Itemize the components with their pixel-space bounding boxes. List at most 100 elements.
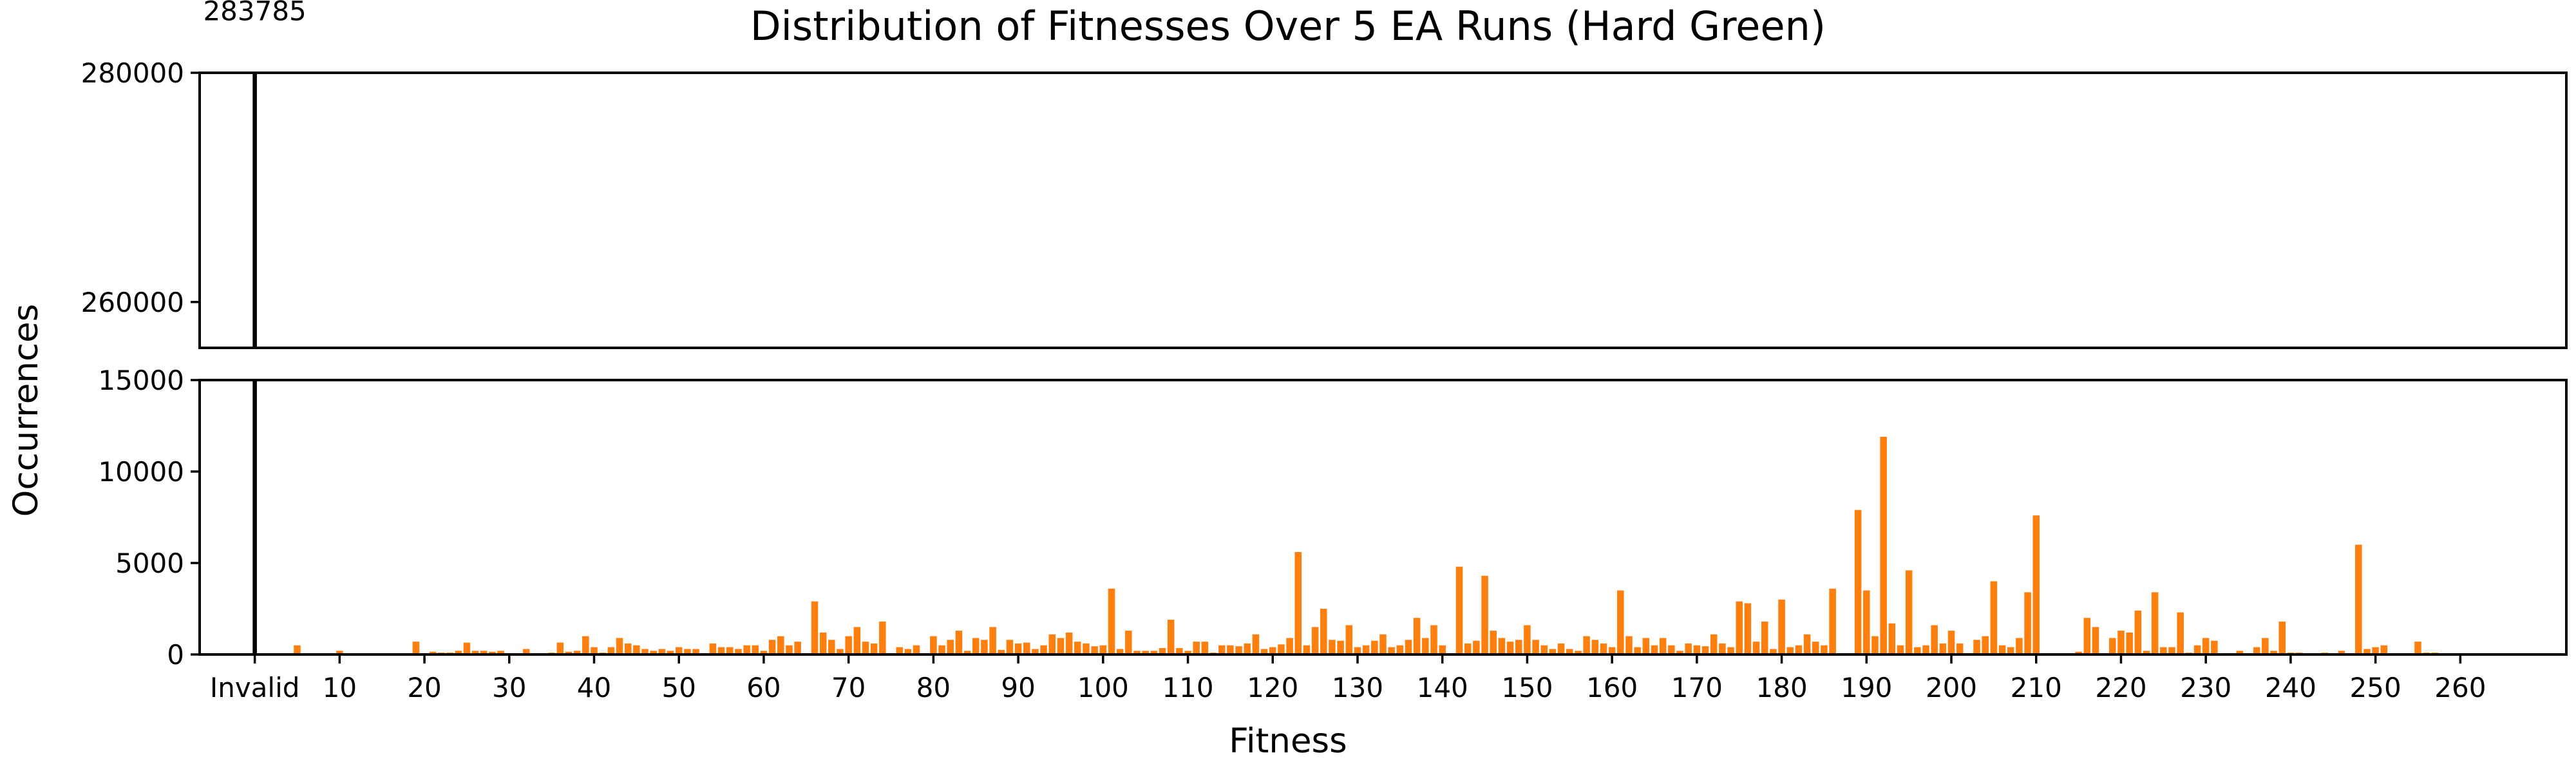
bar-fitness-137 [1413,618,1421,654]
upper-bars [252,73,257,348]
bar-fitness-126 [1320,609,1327,654]
bar-fitness-36 [556,642,564,654]
bar-fitness-135 [1396,645,1404,654]
bar-fitness-173 [1719,643,1726,654]
bar-fitness-184 [1812,642,1819,654]
bar-fitness-177 [1752,642,1760,654]
bar-fitness-97 [1074,642,1081,654]
bar-fitness-5 [294,645,301,654]
bar-fitness-131 [1362,645,1370,654]
bar-fitness-87 [989,627,996,654]
bar-fitness-38 [573,651,581,654]
bar-fitness-204 [1982,636,1989,654]
bar-fitness-63 [786,645,793,654]
xtick-label-20: 20 [407,672,441,703]
xtick-label-150: 150 [1501,672,1553,703]
bar-fitness-200 [1947,631,1955,654]
bar-fitness-47 [650,651,657,654]
bar-fitness-208 [2016,638,2023,654]
xtick-label-260: 260 [2434,672,2486,703]
bar-fitness-199 [1939,643,1947,654]
bar-fitness-76 [896,647,903,654]
bar-fitness-27 [480,651,488,654]
bar-fitness-37 [565,651,573,654]
bar-fitness-133 [1379,634,1387,654]
bar-fitness-60 [760,651,768,654]
bar-fitness-150 [1524,625,1531,654]
xtick-label-140: 140 [1417,672,1468,703]
bar-fitness-194 [1897,645,1904,654]
bar-fitness-129 [1345,625,1353,654]
bar-fitness-192 [1880,437,1887,654]
xtick-label-40: 40 [577,672,611,703]
bar-fitness-145 [1481,575,1488,654]
bar-fitness-102 [1116,649,1124,654]
bar-fitness-114 [1218,645,1226,654]
bar-fitness-91 [1023,642,1030,654]
bar-fitness-195 [1905,570,1913,654]
bar-fitness-148 [1506,642,1514,654]
bar-fitness-217 [2092,627,2099,654]
bar-fitness-44 [624,643,632,654]
bar-fitness-61 [768,640,776,654]
bar-fitness-46 [641,649,649,654]
bar-fitness-167 [1668,645,1675,654]
upper-panel: 283785 260000 280000 [81,0,2568,349]
bar-fitness-106 [1150,651,1158,654]
bar-fitness-139 [1430,625,1437,654]
bar-fitness-29 [497,651,504,654]
bar-fitness-72 [862,642,869,654]
bar-fitness-183 [1803,634,1811,654]
xtick-label-30: 30 [492,672,526,703]
bar-fitness-120 [1269,647,1276,654]
bar-fitness-201 [1956,643,1964,654]
xtick-label-190: 190 [1841,672,1892,703]
bar-fitness-234 [2236,651,2244,654]
xtick-label-60: 60 [746,672,781,703]
bar-fitness-118 [1252,634,1260,654]
bar-fitness-111 [1193,642,1200,654]
bar-fitness-178 [1761,621,1768,654]
bar-fitness-70 [845,636,852,654]
bar-fitness-239 [2278,621,2286,654]
bar-fitness-146 [1490,631,1497,654]
xtick-label-70: 70 [831,672,866,703]
bar-fitness-206 [1998,645,2006,654]
xtick-label-160: 160 [1586,672,1638,703]
lower-panel: 0 5000 10000 15000 [98,365,2568,671]
bar-fitness-198 [1931,625,1938,654]
y-axis-label: Occurrences [6,304,46,517]
x-axis-label: Fitness [1229,721,1347,761]
bar-fitness-196 [1914,647,1921,654]
xtick-label-130: 130 [1332,672,1383,703]
lower-ytick-label-10000: 10000 [98,456,184,488]
bar-fitness-223 [2143,651,2150,654]
bar-fitness-93 [1040,645,1047,654]
bar-fitness-159 [1600,643,1607,654]
bar-fitness-229 [2193,645,2201,654]
bar-fitness-64 [794,642,801,654]
bar-fitness-10 [336,651,343,654]
bar-fitness-112 [1201,642,1209,654]
bar-fitness-67 [819,632,827,654]
bar-fitness-26 [471,651,479,654]
bar-fitness-237 [2262,638,2269,654]
bar-fitness-142 [1455,566,1463,654]
bar-fitness-127 [1329,640,1336,654]
bar-fitness-24 [455,651,462,654]
bar-fitness-176 [1744,603,1752,654]
bar-fitness-117 [1244,643,1251,654]
bar-fitness-124 [1303,645,1311,654]
lower-ytick-label-0: 0 [167,639,184,671]
bar-fitness-155 [1566,649,1573,654]
bar-fitness-164 [1642,638,1650,654]
bar-fitness-181 [1786,647,1794,654]
bar-fitness-250 [2372,647,2379,654]
xtick-label-100: 100 [1077,672,1129,703]
bar-fitness-108 [1167,620,1175,654]
bar-fitness-55 [717,647,725,654]
bar-fitness-58 [743,645,750,654]
xtick-label-90: 90 [1001,672,1035,703]
bar-fitness-231 [2211,640,2218,654]
bar-fitness-219 [2109,638,2116,654]
